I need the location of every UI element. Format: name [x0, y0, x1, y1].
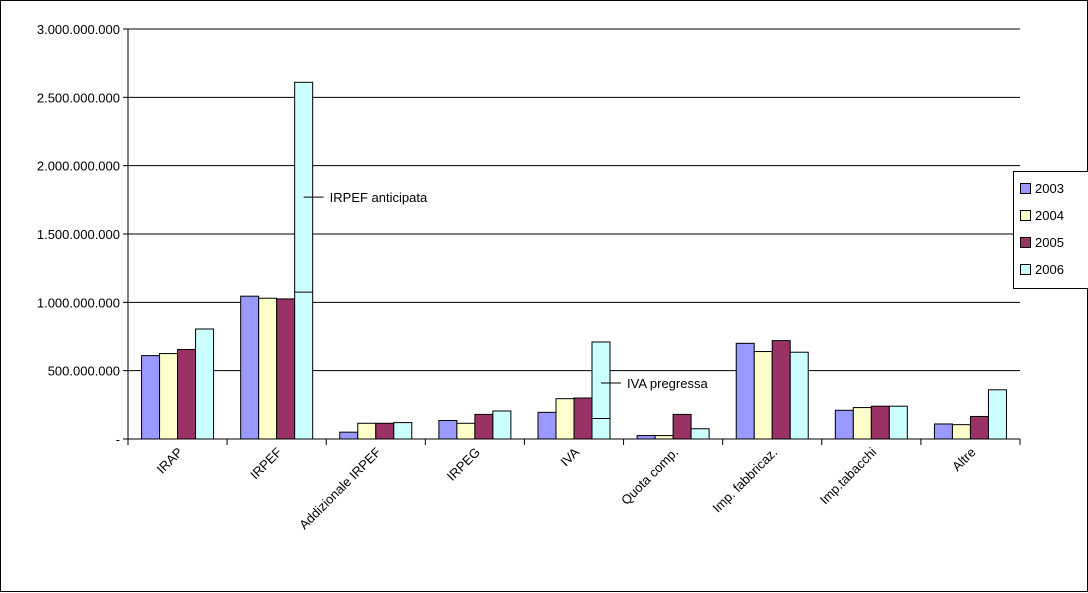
x-tick-label: Imp. fabbricaz.: [709, 445, 780, 516]
bar: [573, 397, 593, 440]
bar: [438, 420, 458, 440]
bar: [159, 353, 179, 440]
y-tick-label: 2.000.000.000: [37, 159, 120, 174]
bar: [888, 405, 908, 440]
bar: [870, 405, 890, 440]
bar: [258, 297, 278, 440]
legend-label-2006: 2006: [1035, 261, 1064, 277]
annotation-label: IVA pregressa: [627, 376, 708, 391]
x-tick-label: IRPEG: [444, 445, 483, 484]
bar: [474, 413, 494, 440]
bars: [141, 81, 1007, 440]
bar: [393, 422, 413, 440]
bar: [141, 355, 161, 440]
x-axis-tick-labels: IRAP IRPEF Addizionale IRPEF IRPEG IVA Quota …: [154, 444, 979, 532]
y-tick-label: 1.000.000.000: [37, 295, 120, 310]
bar: [456, 422, 476, 440]
bar: [240, 295, 260, 440]
legend-item-2006: 2006: [1020, 259, 1064, 279]
bar: [276, 298, 296, 440]
bar: [771, 340, 791, 440]
x-tick-label: IVA: [557, 444, 582, 469]
bar: [951, 424, 971, 440]
bar: [195, 328, 215, 440]
y-tick-label: 3.000.000.000: [37, 22, 120, 37]
legend-item-2003: 2003: [1020, 178, 1064, 198]
bar: [933, 423, 953, 440]
y-tick-label: 500.000.000: [48, 364, 120, 379]
legend-label-2004: 2004: [1035, 207, 1064, 223]
bar: [537, 411, 557, 440]
y-axis-tick-labels: - 500.000.000 1.000.000.000 1.500.000.000 2.…: [37, 22, 120, 447]
bar: [735, 342, 755, 440]
bar: [555, 398, 575, 440]
bar: [492, 410, 512, 440]
legend-swatch-2005: [1020, 236, 1031, 248]
legend-item-2005: 2005: [1020, 232, 1064, 252]
bar: [636, 435, 656, 440]
x-tick-label: Quota comp.: [618, 445, 681, 508]
bar: [969, 415, 989, 440]
bar: [654, 435, 674, 440]
bar: [690, 428, 710, 440]
annotations: IRPEF anticipata IVA pregressa: [303, 190, 708, 391]
axes: [127, 29, 1021, 445]
legend-swatch-2006: [1020, 263, 1031, 275]
legend-swatch-2004: [1020, 209, 1031, 221]
bar: [357, 422, 377, 440]
bar: [375, 422, 395, 440]
x-tick-label: Addizionale IRPEF: [296, 444, 384, 532]
legend-label-2003: 2003: [1035, 180, 1064, 196]
bar: [987, 389, 1007, 440]
legend-label-2005: 2005: [1035, 234, 1064, 250]
bar: [852, 407, 872, 440]
bar: [177, 348, 197, 440]
y-tick-label: -: [116, 432, 120, 447]
x-tick-label: Imp.tabacchi: [817, 444, 880, 507]
bar: [339, 431, 359, 440]
bar: [672, 413, 692, 440]
x-tick-label: Altre: [949, 445, 979, 475]
bar: [789, 351, 809, 440]
annotation-label: IRPEF anticipata: [330, 190, 428, 205]
y-tick-label: 2.500.000.000: [37, 90, 120, 105]
bar: [294, 81, 314, 440]
legend-item-2004: 2004: [1020, 205, 1064, 225]
legend: 2003 2004 2005 2006: [1013, 171, 1088, 289]
bar: [753, 351, 773, 440]
y-tick-label: 1.500.000.000: [37, 227, 120, 242]
bar: [591, 341, 611, 440]
x-tick-label: IRAP: [154, 445, 186, 477]
x-tick-label: IRPEF: [247, 444, 285, 482]
bar: [834, 409, 854, 440]
legend-swatch-2003: [1020, 182, 1031, 194]
